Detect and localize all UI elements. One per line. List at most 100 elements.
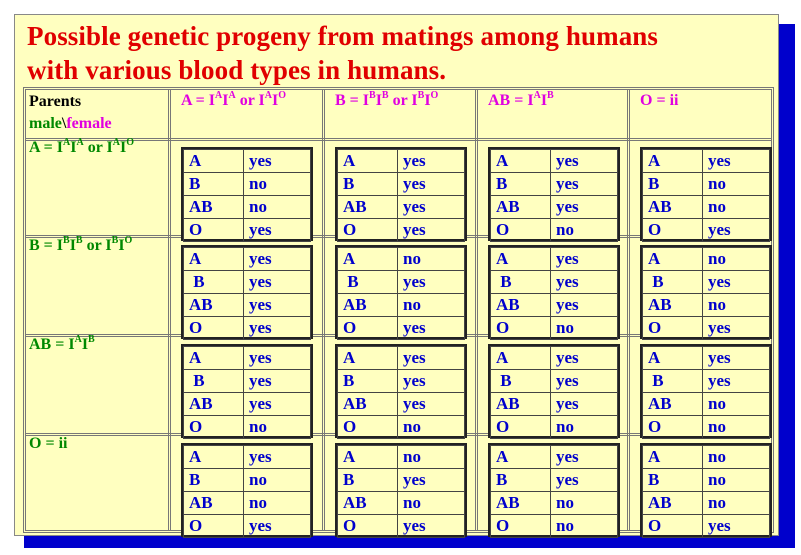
row-header-0-mid: I — [70, 139, 77, 156]
possible-value: yes — [550, 346, 618, 370]
possible-value: yes — [243, 218, 311, 242]
possible-value: no — [702, 415, 770, 439]
row-header-1-mid2: I — [118, 237, 125, 254]
corner-sep: \ — [61, 115, 67, 132]
blood-type-label: AB — [642, 293, 703, 317]
blood-type-label: B — [183, 369, 244, 393]
possible-value: yes — [397, 468, 465, 492]
possible-value: no — [550, 491, 618, 515]
col-header-0-mid: I — [222, 92, 229, 109]
possible-value: no — [702, 247, 770, 271]
possible-value: yes — [397, 218, 465, 242]
blood-type-label: AB — [183, 491, 244, 515]
blood-type-label: A — [642, 247, 703, 271]
possible-value: yes — [702, 149, 770, 173]
blood-type-label: AB — [337, 293, 398, 317]
possible-value: yes — [550, 468, 618, 492]
possible-value: no — [397, 415, 465, 439]
col-divider-1 — [168, 90, 171, 530]
possible-value: yes — [397, 149, 465, 173]
row-header-1: B = IBIB or IBIO — [29, 235, 132, 255]
blood-type-label: AB — [490, 195, 551, 219]
row-header-0-s1: A — [63, 137, 71, 148]
table-row: AB yes — [183, 392, 311, 416]
title-line-1: Possible genetic progeny from matings am… — [27, 21, 659, 51]
blood-type-label: O — [642, 218, 703, 242]
row-header-1-s3: B — [111, 235, 119, 246]
col-header-1-s4: O — [430, 90, 439, 101]
possible-value: yes — [397, 195, 465, 219]
corner-parents: Parents — [29, 93, 82, 110]
possible-value: no — [550, 514, 618, 538]
blood-type-label: AB — [642, 491, 703, 515]
possible-value: no — [397, 293, 465, 317]
blood-type-label: O — [183, 316, 244, 340]
row-header-0: A = IAIA or IAIO — [29, 137, 135, 157]
row-header-0-s4: O — [126, 137, 135, 148]
col-header-1-or: or I — [388, 92, 418, 109]
blood-type-label: B — [642, 468, 703, 492]
blood-type-label: B — [337, 270, 398, 294]
table-row: AB no — [337, 293, 465, 317]
possible-value: no — [243, 415, 311, 439]
blood-type-label: AB — [642, 392, 703, 416]
possible-value: yes — [550, 392, 618, 416]
blood-type-label: B — [183, 172, 244, 196]
possible-value: no — [243, 195, 311, 219]
col-header-0-mid2: I — [272, 92, 279, 109]
row-header-0-s3: A — [112, 137, 120, 148]
table-row: AB no — [642, 195, 770, 219]
row-header-3: O = ii — [29, 435, 67, 453]
possible-value: no — [243, 468, 311, 492]
blood-type-label: O — [337, 218, 398, 242]
possible-value: no — [702, 468, 770, 492]
col-header-1: B = IBIB or IBIO — [335, 90, 439, 110]
possible-value: yes — [243, 369, 311, 393]
col-header-2-mid: I — [540, 92, 548, 109]
table-row: AB no — [642, 491, 770, 515]
possible-value: yes — [550, 247, 618, 271]
blood-type-label: AB — [337, 195, 398, 219]
row-header-2-s1: A — [74, 334, 82, 345]
blood-type-label: AB — [490, 293, 551, 317]
possible-value: no — [702, 392, 770, 416]
possible-value: no — [702, 293, 770, 317]
possible-value: no — [702, 172, 770, 196]
blood-type-label: O — [183, 218, 244, 242]
col-header-2-s2: B — [547, 90, 554, 101]
possible-value: no — [550, 415, 618, 439]
table-row: AB no — [183, 195, 311, 219]
blood-type-label: A — [337, 149, 398, 173]
corner-female: female — [66, 115, 112, 132]
possible-value: yes — [550, 270, 618, 294]
row-header-3-pre: O = ii — [29, 435, 68, 452]
col-header-0-s4: O — [278, 90, 287, 101]
col-divider-2 — [322, 90, 325, 530]
